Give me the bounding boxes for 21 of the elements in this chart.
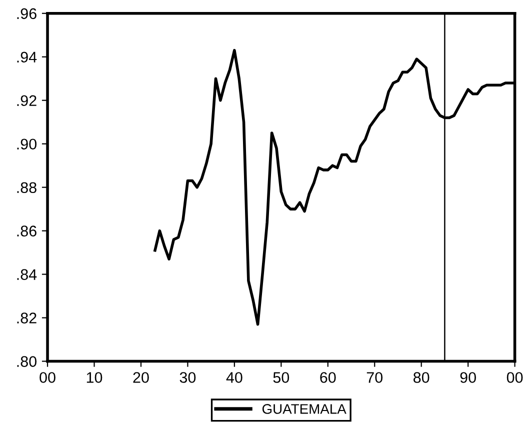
x-tick-label: 00 (40, 372, 56, 383)
y-tick-label: .86 (17, 226, 36, 236)
x-tick-label: 70 (366, 372, 383, 383)
x-tick-label: 20 (133, 372, 149, 383)
x-tick-label: 30 (180, 372, 196, 383)
x-tick-label: 00 (506, 372, 523, 383)
legend-label: GUATEMALA (262, 404, 346, 414)
x-tick-label: 10 (86, 372, 102, 383)
x-tick-label: 90 (460, 372, 476, 383)
y-tick-label: .92 (17, 95, 36, 106)
y-tick-label: .80 (17, 356, 37, 367)
x-tick-label: 60 (320, 372, 336, 383)
y-tick-label: .88 (17, 182, 36, 194)
y-tick-label: .84 (17, 269, 37, 280)
y-tick-label: .82 (17, 312, 36, 324)
y-tick-label: .90 (17, 138, 37, 150)
x-tick-label: 80 (414, 372, 430, 383)
x-tick-label: 50 (273, 372, 290, 383)
x-tick-label: 40 (226, 372, 242, 383)
y-tick-label: .94 (17, 52, 37, 63)
y-tick-label: .96 (17, 8, 36, 20)
